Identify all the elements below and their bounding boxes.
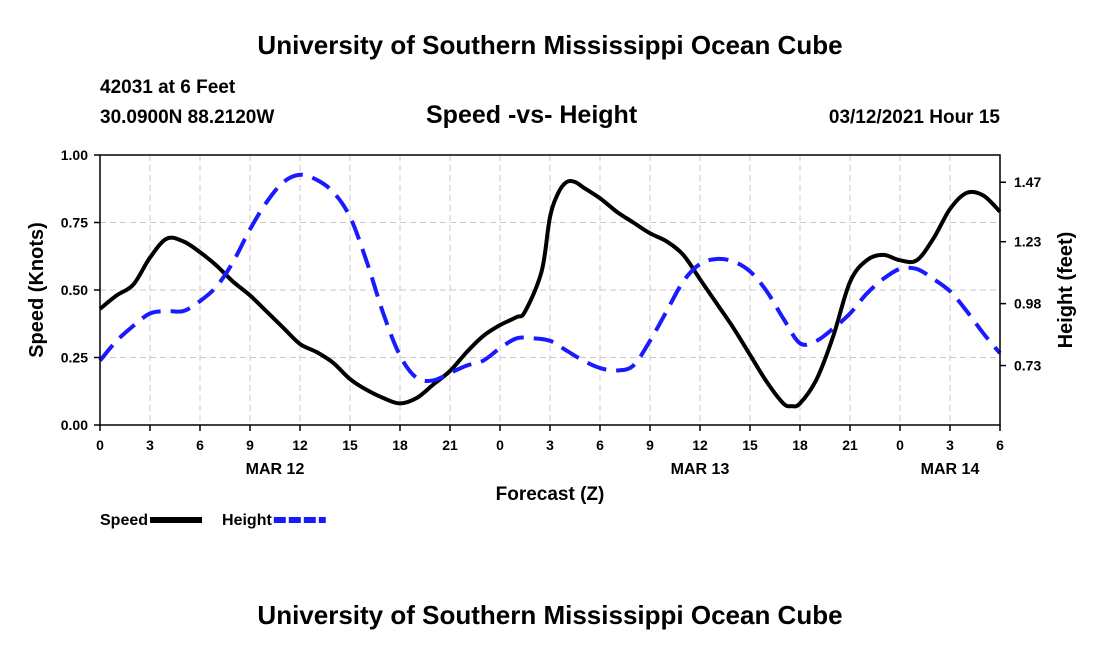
x-tick-label: 3 [146,437,154,453]
date-label: MAR 12 [246,461,305,478]
x-tick-label: 12 [692,437,708,453]
date-label: MAR 13 [671,461,730,478]
series-line-height [98,172,1002,384]
legend-label-height: Height [222,512,272,529]
coordinates-label: 30.0900N 88.2120W [100,107,275,128]
series-layer [98,172,1002,409]
footer-title: University of Southern Mississippi Ocean… [257,600,843,630]
x-tick-label: 6 [196,437,204,453]
x-tick-label: 0 [496,437,504,453]
y-left-tick-label: 0.75 [61,215,88,231]
x-tick-label: 3 [946,437,954,453]
x-tick-label: 18 [392,437,408,453]
x-tick-label: 6 [996,437,1004,453]
y-right-tick-label: 1.47 [1014,174,1041,190]
x-tick-label: 21 [842,437,858,453]
x-tick-label: 9 [646,437,654,453]
y-right-tick-label: 0.73 [1014,358,1041,374]
page-title: University of Southern Mississippi Ocean… [257,30,843,60]
y-right-tick-label: 1.23 [1014,234,1041,250]
x-tick-label: 18 [792,437,808,453]
x-tick-label: 15 [742,437,758,453]
x-tick-label: 21 [442,437,458,453]
series-line-speed [98,178,1002,409]
x-tick-label: 15 [342,437,358,453]
y-axis-right-label: Height (feet) [1055,232,1077,349]
legend: Speed Height [100,512,326,529]
y-axis-left-label: Speed (Knots) [26,222,48,358]
grid [100,155,1000,425]
x-tick-label: 0 [896,437,904,453]
y-left-tick-label: 0.00 [61,417,88,433]
datetime-label: 03/12/2021 Hour 15 [828,107,1000,128]
axes: 0 3 6 9 12 15 18 21 0 3 6 9 12 15 18 21 0 3 6 MAR 12 MAR 13 M… [61,147,1042,478]
chart-title: Speed -vs- Height [426,101,638,129]
legend-label-speed: Speed [100,512,148,529]
date-label: MAR 14 [921,461,980,478]
x-tick-label: 12 [292,437,308,453]
x-tick-label: 9 [246,437,254,453]
y-left-tick-label: 1.00 [61,147,88,163]
station-label: 42031 at 6 Feet [100,77,236,98]
speed-height-chart: 0 3 6 9 12 15 18 21 0 3 6 9 12 15 18 21 0 3 6 MAR 12 MAR 13 M… [26,147,1077,529]
x-tick-label: 0 [96,437,104,453]
x-tick-label: 6 [596,437,604,453]
x-tick-label: 3 [546,437,554,453]
y-left-tick-label: 0.25 [61,350,88,366]
x-axis-label: Forecast (Z) [496,484,605,505]
y-left-tick-label: 0.50 [61,282,88,298]
y-right-tick-label: 0.98 [1014,296,1041,312]
